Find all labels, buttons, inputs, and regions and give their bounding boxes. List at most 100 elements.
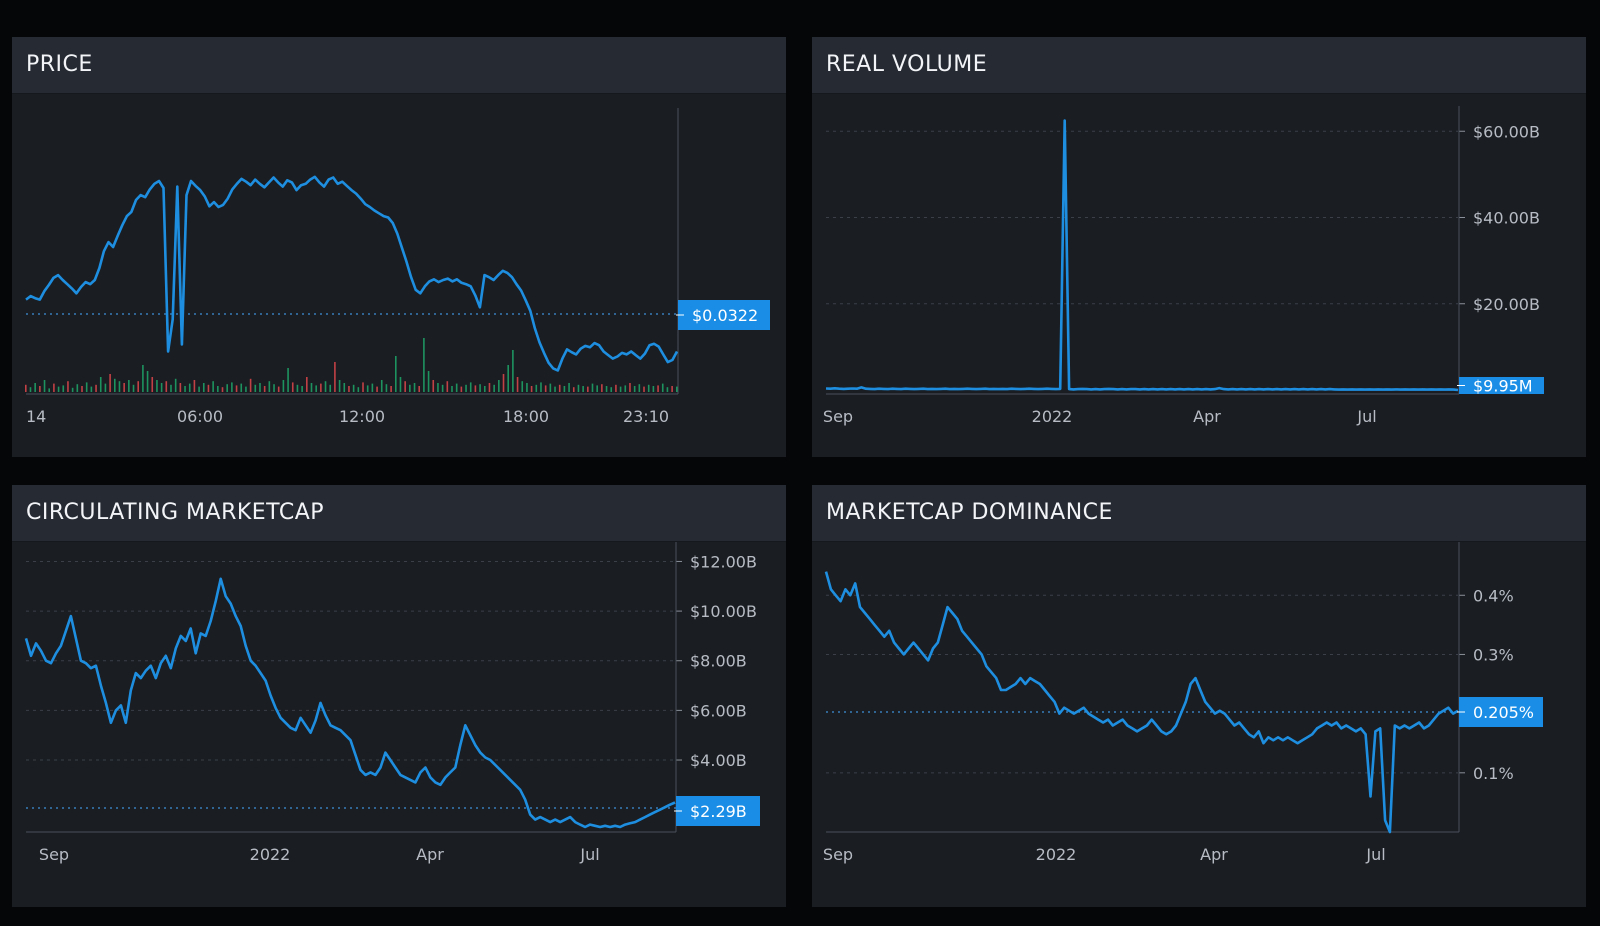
x-tick-label: 2022 [1036, 845, 1077, 864]
volume-bar [404, 381, 406, 392]
volume-bar [273, 384, 275, 392]
volume-bar [596, 385, 598, 392]
dominance-panel-title: MARKETCAP DOMINANCE [826, 500, 1113, 525]
volume-bar [591, 383, 594, 392]
marketcap-panel-header: CIRCULATING MARKETCAP [12, 485, 786, 542]
volume-bar [343, 383, 346, 392]
volume-bar [48, 388, 51, 392]
volume-bar [90, 386, 93, 392]
volume-bar [549, 383, 552, 392]
volume-bar [217, 386, 219, 392]
volume-bar [502, 374, 505, 392]
marketcap-panel: CIRCULATING MARKETCAP $12.00B $10.00B $8.0… [12, 485, 786, 907]
volume-bar [666, 387, 669, 392]
volume-bar [601, 384, 603, 392]
volume-bar [128, 380, 130, 392]
x-tick-label: Sep [823, 845, 853, 864]
volume-bar [671, 386, 673, 392]
volume-bar [296, 384, 299, 392]
x-tick-label: Apr [1193, 407, 1221, 426]
series-line [25, 175, 679, 372]
volume-bar [488, 383, 491, 392]
volume-bar [498, 380, 500, 392]
volume-bar [170, 384, 172, 392]
volume-bar [371, 383, 374, 392]
volume-bar [610, 387, 613, 392]
volume-bar [409, 384, 411, 392]
volume-bar [160, 383, 163, 392]
marketcap-chart[interactable]: $12.00B $10.00B $8.00B $6.00B $4.00B Sep 2022 A… [12, 542, 786, 907]
volume-bar [352, 384, 355, 392]
volume-bar [418, 386, 421, 392]
volume-bar [142, 365, 144, 392]
last-value-badge [676, 796, 760, 826]
volume-bar [366, 385, 369, 392]
volume-bar [71, 387, 74, 392]
volume-bar [146, 371, 149, 392]
volume-bar [306, 377, 308, 392]
x-tick-label: 2022 [250, 845, 291, 864]
last-value-badge [1459, 697, 1543, 727]
volume-bar [432, 380, 435, 392]
volume-bar [95, 384, 97, 392]
volume-bar [385, 384, 388, 392]
y-tick-label: $8.00B [690, 652, 747, 671]
volume-bar [268, 381, 271, 392]
volume-bar [460, 386, 463, 392]
volume-bar [399, 377, 402, 392]
volume-chart[interactable]: $60.00B $40.00B $20.00B Sep 2022 Apr Jul $9.95M [812, 94, 1586, 457]
volume-bar [633, 386, 636, 392]
volume-bar [465, 384, 467, 392]
volume-bar [118, 381, 121, 392]
volume-bar [423, 338, 425, 392]
volume-bar [446, 381, 449, 392]
volume-bar [113, 378, 116, 392]
volume-bar [441, 384, 444, 392]
x-tick-label: 06:00 [177, 407, 223, 426]
volume-bar [207, 384, 210, 392]
y-tick-label: $40.00B [1473, 209, 1540, 228]
volume-bar [43, 380, 46, 392]
volume-bar [62, 385, 65, 392]
volume-bar [123, 383, 125, 392]
volume-bar [624, 385, 627, 392]
volume-panel: REAL VOLUME $60.00B $40.00B $20.00B Sep 2022… [812, 37, 1586, 457]
volume-bar [540, 382, 542, 392]
volume-bar [643, 386, 645, 392]
x-tick-label: 2022 [1032, 407, 1073, 426]
y-tick-label: $60.00B [1473, 122, 1540, 141]
volume-bar [174, 378, 177, 392]
volume-bar [657, 385, 659, 392]
volume-bar [554, 386, 556, 392]
volume-bar [676, 386, 678, 392]
x-tick-label: Apr [416, 845, 444, 864]
volume-bar [291, 382, 294, 392]
volume-bar [521, 381, 524, 392]
volume-bar [198, 386, 200, 392]
volume-bar [165, 381, 168, 392]
volume-bar [483, 386, 486, 392]
y-tick-label: $12.00B [690, 552, 757, 571]
volume-bar [451, 386, 453, 392]
volume-bar [619, 386, 622, 392]
volume-bar [34, 383, 36, 392]
volume-bar [245, 386, 247, 392]
volume-bar [99, 377, 102, 392]
volume-bar [647, 384, 650, 392]
volume-bar [376, 386, 378, 392]
y-tick-label: $10.00B [690, 602, 757, 621]
volume-bar [493, 384, 495, 392]
volume-bar [380, 380, 383, 392]
y-tick-label: $20.00B [1473, 295, 1540, 314]
volume-bar [137, 381, 140, 392]
volume-bar [474, 385, 477, 392]
volume-bar [582, 386, 584, 392]
dominance-chart[interactable]: 0.4% 0.3% 0.1% Sep 2022 Apr Jul 0.205% [812, 542, 1586, 907]
x-tick-label: 18:00 [503, 407, 549, 426]
dominance-panel-header: MARKETCAP DOMINANCE [812, 485, 1586, 542]
last-value-label: $9.95M [1473, 377, 1533, 396]
volume-bar [76, 384, 79, 392]
volume-bar [455, 383, 458, 392]
price-chart[interactable]: 14 06:00 12:00 18:00 23:10 $0.0322 [12, 94, 786, 457]
volume-bar [605, 386, 608, 392]
